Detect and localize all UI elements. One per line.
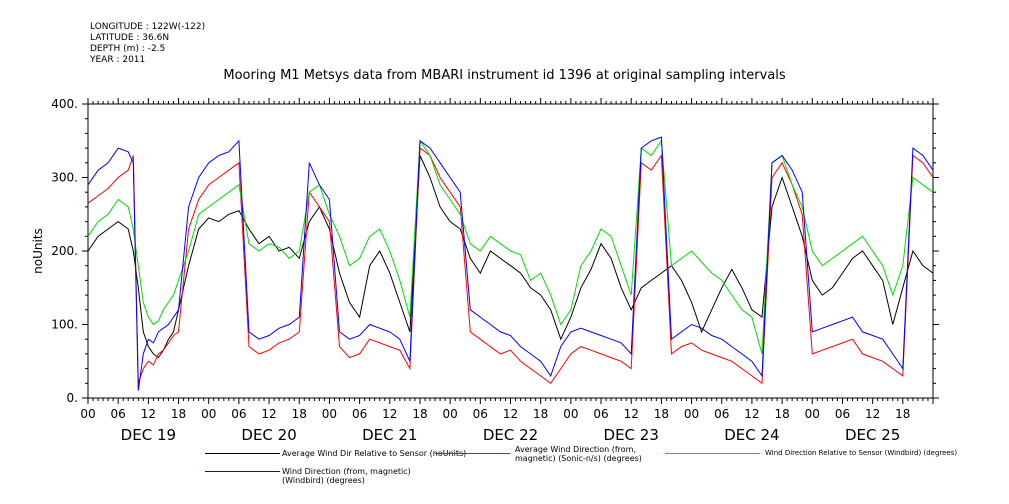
- legend-swatch-red: [435, 453, 510, 454]
- x-tick-label: 06: [231, 407, 246, 421]
- y-tick-label: 0.: [67, 391, 78, 405]
- series-line-3: [87, 136, 934, 391]
- day-label: DEC 24: [724, 426, 779, 444]
- metadata-block: LONGITUDE : 122W(-122) LATITUDE : 36.6N …: [90, 22, 205, 66]
- x-tick-label: 18: [895, 407, 910, 421]
- x-tick-label: 00: [443, 407, 458, 421]
- x-tick-label: 00: [805, 407, 820, 421]
- day-label: DEC 21: [362, 426, 417, 444]
- day-label: DEC 23: [604, 426, 659, 444]
- day-label: DEC 25: [845, 426, 900, 444]
- x-tick-label: 18: [774, 407, 789, 421]
- depth-label: DEPTH (m) : -2.5: [90, 44, 166, 54]
- x-tick-label: 00: [322, 407, 337, 421]
- x-tick-label: 00: [80, 407, 95, 421]
- chart-title: Mooring M1 Metsys data from MBARI instru…: [223, 68, 786, 83]
- legend-label-wind-dir-windbird: Wind Direction (from, magnetic) (Windbir…: [282, 467, 411, 485]
- x-tick-label: 06: [714, 407, 729, 421]
- x-tick-label: 06: [593, 407, 608, 421]
- legend-label-wind-dir-relative-windbird: Wind Direction Relative to Sensor (Windb…: [765, 449, 958, 457]
- x-tick-label: 12: [503, 407, 518, 421]
- y-tick-label: 100.: [51, 318, 78, 332]
- x-tick-label: 00: [201, 407, 216, 421]
- latitude-label: LATITUDE : 36.6N: [90, 33, 170, 43]
- legend-label-wind-dir-sonic: Average Wind Direction (from, magnetic) …: [515, 445, 642, 463]
- x-tick-label: 00: [563, 407, 578, 421]
- x-tick-label: 06: [111, 407, 126, 421]
- series-line-0: [87, 155, 934, 359]
- x-tick-label: 12: [141, 407, 156, 421]
- day-label: DEC 19: [121, 426, 176, 444]
- day-label: DEC 20: [241, 426, 296, 444]
- x-tick-label: 12: [624, 407, 639, 421]
- x-tick-label: 06: [835, 407, 850, 421]
- x-tick-label: 12: [261, 407, 276, 421]
- y-tick-label: 200.: [51, 244, 78, 258]
- year-label: YEAR : 2011: [90, 55, 146, 65]
- x-tick-label: 18: [171, 407, 186, 421]
- longitude-label: LONGITUDE : 122W(-122): [90, 22, 206, 32]
- series-line-1: [87, 147, 934, 385]
- legend-swatch-green: [665, 453, 760, 454]
- x-tick-label: 18: [654, 407, 669, 421]
- legend-swatch-black: [205, 453, 280, 454]
- day-label: DEC 22: [483, 426, 538, 444]
- x-tick-label: 12: [382, 407, 397, 421]
- y-axis-label: noUnits: [31, 228, 45, 274]
- legend-label-wind-dir-relative-sensor: Average Wind Dir Relative to Sensor (noU…: [282, 449, 467, 458]
- y-tick-label: 300.: [51, 171, 78, 185]
- series-line-2: [87, 139, 934, 355]
- x-tick-label: 12: [744, 407, 759, 421]
- x-tick-label: 00: [684, 407, 699, 421]
- x-tick-label: 06: [473, 407, 488, 421]
- x-tick-label: 18: [292, 407, 307, 421]
- x-tick-label: 18: [533, 407, 548, 421]
- legend-swatch-blue: [205, 471, 280, 472]
- y-tick-label: 400.: [51, 97, 78, 111]
- x-tick-label: 06: [352, 407, 367, 421]
- x-tick-label: 12: [865, 407, 880, 421]
- x-tick-label: 18: [412, 407, 427, 421]
